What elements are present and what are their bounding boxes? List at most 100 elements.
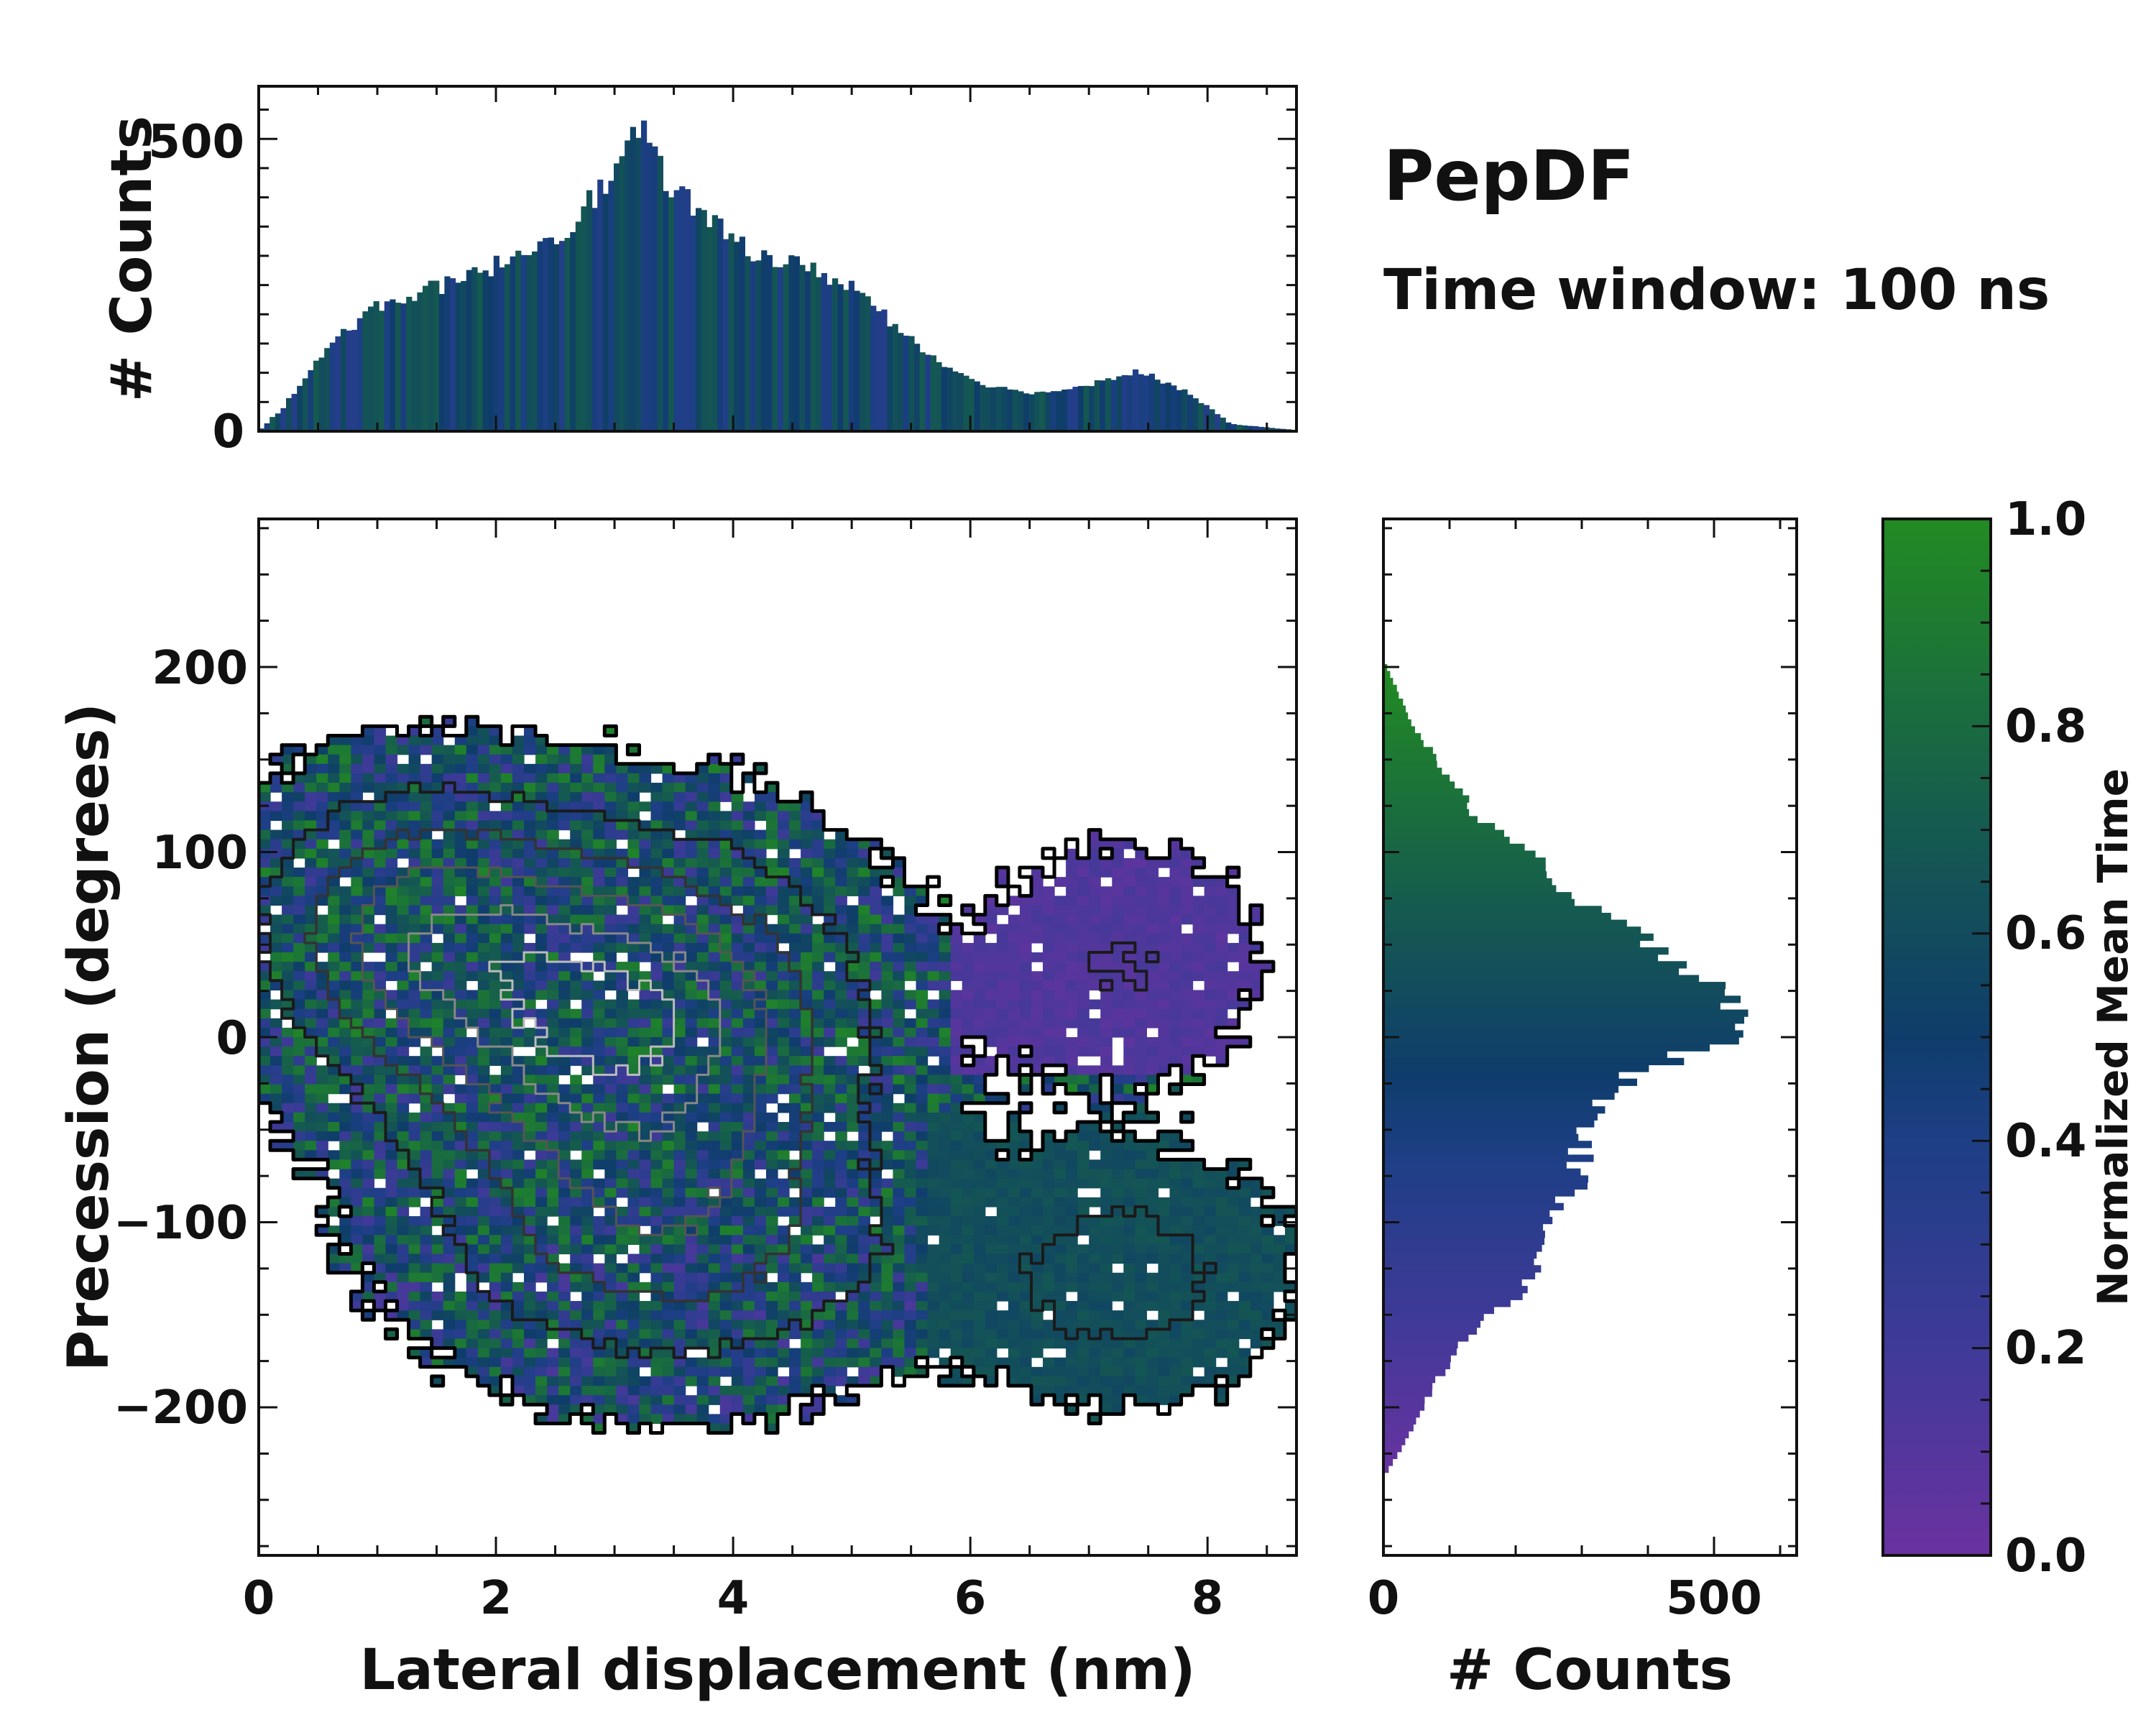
heatmap-cell — [708, 1357, 721, 1368]
heatmap-cell — [754, 1112, 767, 1123]
heatmap-cell — [731, 924, 744, 934]
heatmap-cell — [778, 1121, 790, 1132]
heatmap-cell — [927, 1310, 940, 1320]
heatmap-cell — [1066, 1008, 1078, 1019]
heatmap-cell — [731, 1093, 744, 1104]
heatmap-cell — [1112, 1075, 1124, 1085]
heatmap-cell — [1112, 839, 1124, 850]
heatmap-cell — [397, 914, 410, 925]
heatmap-cell — [639, 1046, 652, 1057]
heatmap-cell — [927, 962, 940, 972]
heatmap-cell — [835, 848, 847, 859]
heatmap-cell — [662, 801, 675, 811]
heatmap-cell — [812, 1056, 824, 1066]
heatmap-cell — [847, 1235, 859, 1245]
heatmap-cell — [1135, 1254, 1148, 1264]
heatmap-cell — [1204, 1320, 1217, 1330]
heatmap-cell — [835, 1037, 847, 1047]
heatmap-cell — [339, 971, 351, 981]
heatmap-cell — [893, 1187, 906, 1198]
heatmap-cell — [362, 1254, 375, 1264]
heatmap-cell — [604, 1141, 617, 1151]
heatmap-cell — [824, 1216, 836, 1226]
heatmap-cell — [662, 1263, 675, 1274]
heatmap-cell — [547, 857, 559, 868]
heatmap-cell — [1008, 1254, 1021, 1264]
heatmap-cell — [1008, 1046, 1021, 1057]
heatmap-cell — [639, 1141, 652, 1151]
heatmap-cell — [927, 1141, 940, 1151]
heatmap-cell — [339, 1037, 351, 1047]
heatmap-cell — [731, 1235, 744, 1245]
heatmap-cell — [1054, 1366, 1067, 1377]
heatmap-cell — [420, 1150, 433, 1161]
heatmap-cell — [639, 942, 652, 953]
heatmap-cell — [362, 1291, 375, 1302]
heatmap-cell — [662, 1301, 675, 1311]
heatmap-cell — [662, 811, 675, 822]
heatmap-cell — [870, 942, 882, 953]
heatmap-cell — [1135, 1197, 1148, 1208]
heatmap-cell — [824, 848, 836, 859]
heatmap-cell — [1019, 962, 1032, 972]
heatmap-cell — [616, 1084, 629, 1095]
heatmap-cell — [927, 914, 940, 925]
heatmap-cell — [996, 1027, 1009, 1038]
heatmap-cell — [362, 783, 375, 793]
heatmap-cell — [801, 877, 813, 887]
heatmap-cell — [1054, 1046, 1067, 1057]
heatmap-cell — [950, 1310, 963, 1320]
heatmap-cell — [696, 886, 709, 896]
heatmap-cell — [1054, 1075, 1067, 1085]
heatmap-cell — [1008, 962, 1021, 972]
heatmap-cell — [339, 754, 351, 765]
heatmap-cell — [996, 1320, 1009, 1330]
heatmap-cell — [385, 1065, 398, 1076]
heatmap-cell — [1181, 999, 1194, 1010]
heatmap-cell — [316, 1112, 328, 1123]
heatmap-cell — [328, 952, 340, 962]
heatmap-cell — [604, 1197, 617, 1208]
heatmap-cell — [627, 877, 640, 887]
heatmap-cell — [512, 877, 525, 887]
heatmap-cell — [512, 1169, 525, 1179]
heatmap-cell — [466, 763, 479, 774]
heatmap-cell — [881, 1093, 894, 1104]
heatmap-cell — [466, 1065, 479, 1076]
heatmap-cell — [362, 829, 375, 840]
heatmap-cell — [650, 1272, 663, 1283]
heatmap-cell — [847, 1225, 859, 1236]
heatmap-cell — [673, 1357, 686, 1368]
heatmap-cell — [765, 820, 778, 831]
heatmap-cell — [420, 811, 433, 822]
heatmap-cell — [893, 914, 906, 925]
heatmap-cell — [558, 1159, 571, 1170]
heatmap-cell — [1181, 1056, 1194, 1066]
heatmap-cell — [1066, 914, 1078, 925]
heatmap-cell — [512, 905, 525, 916]
heatmap-cell — [270, 848, 282, 859]
heatmap-cell — [581, 1263, 594, 1274]
heatmap-cell — [616, 1263, 629, 1274]
heatmap-cell — [558, 848, 571, 859]
heatmap-cell — [477, 990, 490, 1000]
heatmap-cell — [742, 999, 755, 1010]
heatmap-cell — [512, 962, 525, 972]
heatmap-cell — [950, 1282, 963, 1292]
heatmap-cell — [362, 1046, 375, 1057]
heatmap-cell — [328, 792, 340, 802]
heatmap-cell — [305, 980, 317, 991]
heatmap-cell — [604, 1376, 617, 1386]
heatmap-cell — [824, 1169, 836, 1179]
heatmap-cell — [1123, 914, 1135, 925]
heatmap-cell — [293, 773, 305, 783]
heatmap-cell — [282, 792, 294, 802]
heatmap-cell — [1066, 905, 1078, 916]
heatmap-cell — [420, 745, 433, 755]
heatmap-cell — [1054, 1056, 1067, 1066]
heatmap-cell — [420, 886, 433, 896]
heatmap-cell — [685, 1301, 698, 1311]
heatmap-cell — [927, 1225, 940, 1236]
heatmap-cell — [662, 886, 675, 896]
heatmap-cell — [985, 905, 998, 916]
